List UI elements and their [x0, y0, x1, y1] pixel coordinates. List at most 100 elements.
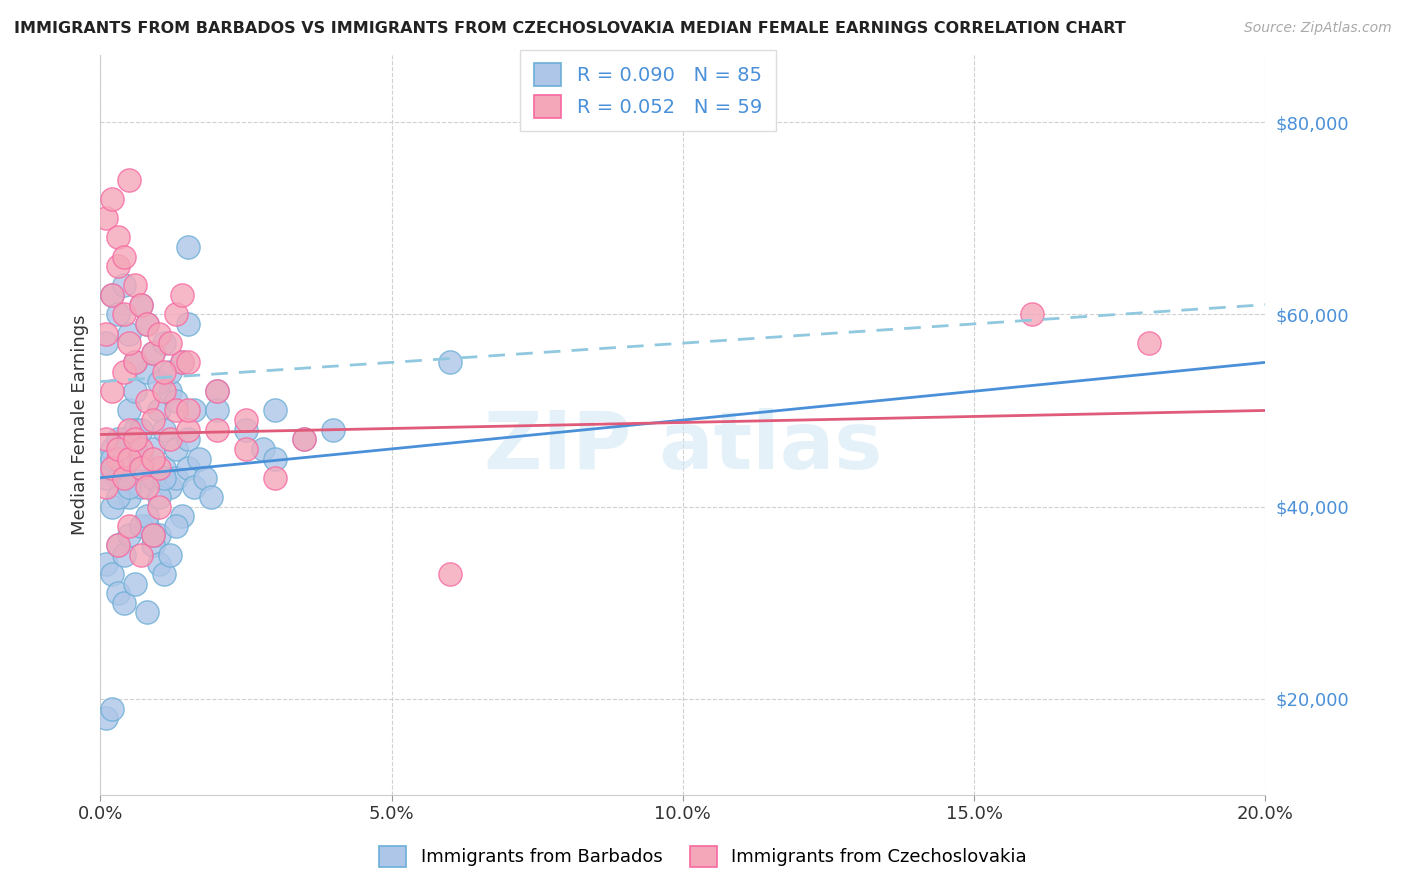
Point: [142, 442, 165, 456]
Point: [148, 490, 170, 504]
Point: [96, 558, 118, 572]
Point: [124, 423, 146, 437]
Point: [96, 461, 118, 475]
Point: [194, 471, 217, 485]
Point: [96, 480, 118, 494]
Point: [153, 365, 176, 379]
Point: [177, 240, 200, 254]
Point: [96, 711, 118, 725]
Point: [129, 423, 152, 437]
Point: [136, 317, 159, 331]
Legend: R = 0.090   N = 85, R = 0.052   N = 59: R = 0.090 N = 85, R = 0.052 N = 59: [520, 50, 776, 131]
Point: [124, 432, 146, 446]
Point: [183, 403, 205, 417]
Point: [235, 413, 257, 427]
Point: [142, 538, 165, 552]
Point: [112, 548, 135, 562]
Point: [177, 403, 200, 417]
Point: [118, 519, 141, 533]
Point: [153, 471, 176, 485]
Point: [159, 365, 181, 379]
Point: [101, 500, 124, 514]
Point: [118, 172, 141, 186]
Point: [205, 384, 228, 399]
Point: [177, 355, 200, 369]
Point: [129, 480, 152, 494]
Point: [112, 596, 135, 610]
Point: [107, 259, 129, 273]
Point: [96, 336, 118, 351]
Point: [107, 538, 129, 552]
Point: [112, 250, 135, 264]
Point: [107, 471, 129, 485]
Point: [148, 528, 170, 542]
Point: [118, 423, 141, 437]
Point: [183, 480, 205, 494]
Point: [148, 500, 170, 514]
Point: [188, 451, 211, 466]
Point: [136, 365, 159, 379]
Point: [129, 548, 152, 562]
Text: IMMIGRANTS FROM BARBADOS VS IMMIGRANTS FROM CZECHOSLOVAKIA MEDIAN FEMALE EARNING: IMMIGRANTS FROM BARBADOS VS IMMIGRANTS F…: [14, 21, 1126, 36]
Point: [235, 423, 257, 437]
Point: [159, 548, 181, 562]
Point: [148, 558, 170, 572]
Point: [165, 442, 187, 456]
Point: [118, 490, 141, 504]
Point: [142, 345, 165, 359]
Point: [96, 326, 118, 341]
Point: [101, 566, 124, 581]
Point: [136, 317, 159, 331]
Point: [107, 451, 129, 466]
Point: [292, 432, 315, 446]
Point: [148, 403, 170, 417]
Point: [136, 509, 159, 524]
Point: [124, 355, 146, 369]
Point: [165, 403, 187, 417]
Point: [96, 471, 118, 485]
Point: [107, 538, 129, 552]
Point: [165, 471, 187, 485]
Point: [235, 442, 257, 456]
Point: [142, 451, 165, 466]
Point: [118, 480, 141, 494]
Point: [101, 192, 124, 206]
Point: [112, 471, 135, 485]
Point: [153, 384, 176, 399]
Point: [124, 355, 146, 369]
Point: [205, 423, 228, 437]
Point: [107, 432, 129, 446]
Point: [165, 307, 187, 321]
Point: [322, 423, 344, 437]
Point: [142, 528, 165, 542]
Point: [200, 490, 222, 504]
Point: [439, 355, 461, 369]
Point: [107, 230, 129, 244]
Point: [159, 336, 181, 351]
Point: [107, 490, 129, 504]
Point: [205, 403, 228, 417]
Point: [129, 461, 152, 475]
Point: [153, 336, 176, 351]
Point: [159, 384, 181, 399]
Text: Source: ZipAtlas.com: Source: ZipAtlas.com: [1244, 21, 1392, 35]
Point: [112, 461, 135, 475]
Point: [112, 307, 135, 321]
Point: [118, 326, 141, 341]
Point: [142, 471, 165, 485]
Point: [101, 288, 124, 302]
Point: [177, 317, 200, 331]
Point: [264, 471, 287, 485]
Point: [1137, 336, 1160, 351]
Point: [96, 432, 118, 446]
Point: [107, 442, 129, 456]
Point: [129, 442, 152, 456]
Point: [118, 451, 141, 466]
Point: [101, 384, 124, 399]
Point: [170, 355, 193, 369]
Legend: Immigrants from Barbados, Immigrants from Czechoslovakia: Immigrants from Barbados, Immigrants fro…: [373, 838, 1033, 874]
Point: [159, 480, 181, 494]
Point: [124, 384, 146, 399]
Point: [170, 355, 193, 369]
Point: [165, 393, 187, 408]
